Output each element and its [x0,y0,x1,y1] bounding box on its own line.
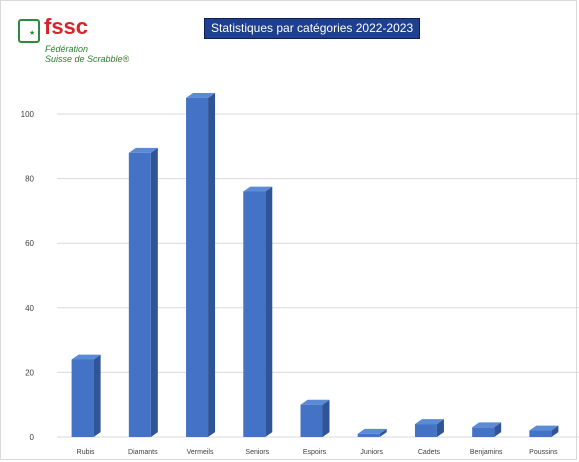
x-tick-label-benjamins: Benjamins [470,449,503,456]
bar-top-face [186,92,216,98]
bar-top-face [71,354,101,360]
x-tick-label-espoirs: Espoirs [303,449,327,456]
bar-front-face [529,430,552,437]
bar-vermeils [186,92,216,437]
bar-front-face [357,433,380,437]
bar-front-face [243,191,266,437]
bar-side-face [322,399,330,437]
bar-cadets [414,419,444,437]
bar-poussins [529,425,559,437]
bar-front-face [414,424,437,437]
y-tick-label-80: 80 [25,175,34,184]
bar-side-face [551,425,559,437]
logo-star-icon: ★ [29,30,36,37]
bar-top-face [243,186,273,192]
logo-subtitle-line2: Suisse de Scrabble® [45,54,130,64]
y-tick-label-60: 60 [25,239,34,248]
bar-top-face [414,419,444,425]
x-tick-label-rubis: Rubis [77,449,95,456]
bar-espoirs [300,399,330,437]
logo-emblem-icon: ★ [18,19,40,43]
chart-title: Statistiques par catégories 2022-2023 [204,18,421,39]
bar-front-face [300,404,323,437]
bar-rubis [71,354,101,437]
x-tick-label-seniors: Seniors [245,449,269,456]
x-tick-label-vermeils: Vermeils [187,449,214,456]
x-tick-label-poussins: Poussins [529,449,558,456]
bar-top-face [357,428,387,434]
bar-side-face [150,147,158,438]
bar-top-face [300,399,330,405]
bar-juniors [357,428,387,437]
y-tick-label-20: 20 [25,368,34,377]
bar-side-face [379,428,387,437]
y-tick-label-100: 100 [21,110,35,119]
logo-subtitle-line1: Fédération [45,44,89,54]
bar-side-face [436,419,444,437]
bar-benjamins [472,422,502,437]
y-tick-label-40: 40 [25,304,34,313]
bar-top-face [529,425,559,431]
bar-front-face [71,359,94,437]
bar-front-face [128,152,151,437]
bar-side-face [93,354,101,437]
x-tick-label-juniors: Juniors [360,449,383,456]
bar-top-face [128,147,158,153]
bar-diamants [128,147,158,438]
x-tick-label-diamants: Diamants [128,449,158,456]
x-tick-label-cadets: Cadets [418,449,441,456]
fssc-logo: ★ fssc Fédération Suisse de Scrabble® [18,14,178,74]
bar-top-face [472,422,502,428]
y-tick-label-0: 0 [30,433,35,442]
bar-front-face [472,427,495,437]
bar-side-face [494,422,502,437]
bar-side-face [208,92,216,437]
logo-wordmark: fssc [44,14,89,39]
bar-seniors [243,186,273,437]
bar-side-face [265,186,273,437]
bar-front-face [186,97,209,437]
